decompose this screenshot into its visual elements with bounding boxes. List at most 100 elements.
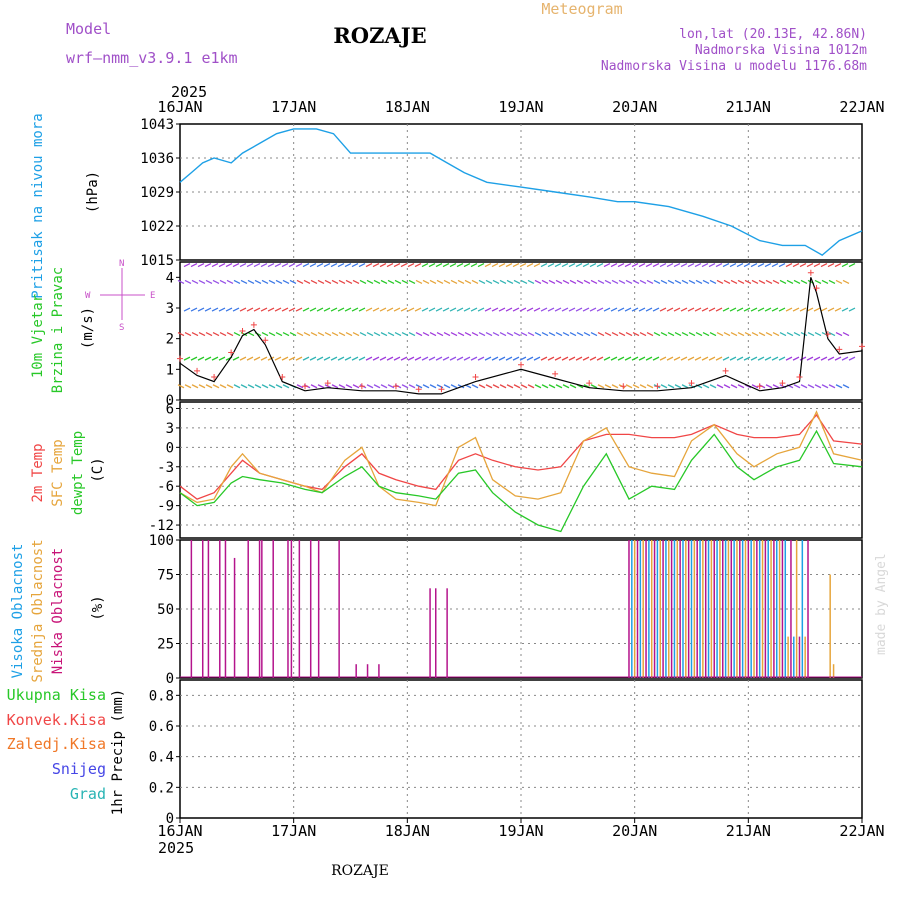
- compass-s: S: [119, 323, 124, 333]
- elevation-text: Nadmorska Visina 1012m: [695, 43, 867, 58]
- wind-arrow: [632, 332, 640, 337]
- wind-arrow: [764, 263, 772, 268]
- wind-arrow: [540, 307, 548, 312]
- x-tick-label-top: 17JAN: [271, 98, 316, 116]
- wind-arrow: [456, 356, 464, 361]
- wind-arrow: [813, 356, 821, 361]
- temp-label-1: 2m Temp: [30, 443, 46, 502]
- wind-arrow: [239, 307, 247, 312]
- wind-arrow: [730, 384, 738, 389]
- wind-arrow: [338, 384, 346, 389]
- y-tick-label-pressure: 1029: [140, 185, 174, 201]
- wind-arrow: [205, 384, 213, 389]
- wind-arrow: [421, 307, 429, 312]
- y-tick-label-precip: 0.2: [149, 780, 174, 796]
- wind-arrow: [820, 356, 828, 361]
- gust-marker: [194, 367, 201, 374]
- wind-arrow: [519, 356, 527, 361]
- wind-arrow: [778, 307, 786, 312]
- wind-arrow: [708, 307, 716, 312]
- wind-arrow: [611, 384, 619, 389]
- wind-arrow: [765, 332, 773, 337]
- wind-arrow: [645, 263, 653, 268]
- wind-arrow: [372, 307, 380, 312]
- wind-arrow: [331, 384, 339, 389]
- wind-arrow: [429, 384, 437, 389]
- wind-arrow: [793, 332, 801, 337]
- cloud-bars: [180, 540, 862, 678]
- wind-arrow: [659, 263, 667, 268]
- wind-arrow: [478, 279, 486, 285]
- wind-arrow: [799, 263, 807, 268]
- wind-arrow: [540, 263, 548, 268]
- wind-arrow: [351, 356, 359, 361]
- wind-arrow: [590, 279, 598, 285]
- wind-arrow: [764, 307, 772, 312]
- wind-arrow: [379, 263, 387, 268]
- station-title: ROZAJE: [333, 23, 426, 48]
- wind-arrow: [520, 279, 528, 285]
- wind-arrow: [407, 307, 415, 312]
- wind-arrow: [820, 263, 828, 268]
- x-tick-label-top: 18JAN: [385, 98, 430, 116]
- gust-marker: [415, 386, 422, 393]
- wind-arrow: [450, 332, 458, 337]
- wind-arrow: [366, 384, 374, 389]
- wind-arrow: [540, 356, 548, 361]
- wind-arrow: [232, 356, 240, 361]
- wind-arrow: [393, 356, 401, 361]
- sfc-temp-line: [179, 410, 863, 507]
- wind-arrow: [800, 384, 808, 389]
- wind-arrow: [247, 384, 255, 389]
- wind-arrow: [639, 384, 647, 389]
- wind-arrow: [443, 332, 451, 337]
- footer-station: ROZAJE: [331, 863, 389, 879]
- y-tick-label-pressure: 1036: [140, 151, 174, 167]
- wind-arrow: [309, 307, 317, 312]
- wind-arrow: [729, 356, 737, 361]
- wind-arrow: [184, 279, 192, 285]
- wind-arrow: [604, 332, 612, 337]
- wind-arrow: [827, 263, 835, 268]
- wind-arrow: [394, 332, 402, 337]
- wind-arrow: [603, 356, 611, 361]
- wind-arrow: [765, 279, 773, 285]
- wind-arrow: [652, 356, 660, 361]
- wind-arrow: [316, 356, 324, 361]
- wind-arrow: [317, 279, 325, 285]
- wind-arrow: [401, 332, 409, 337]
- y-tick-label-temperature: -3: [157, 460, 174, 476]
- wind-arrow: [821, 279, 829, 285]
- wind-arrow: [834, 307, 842, 312]
- wind-arrow: [415, 384, 423, 389]
- gust-marker: [472, 374, 479, 380]
- wind-arrow: [219, 384, 227, 389]
- wind-arrow: [177, 279, 185, 285]
- wind-arrow: [282, 279, 290, 285]
- y-tick-label-temperature: -9: [157, 499, 174, 515]
- wind-arrow: [288, 356, 296, 361]
- wind-arrow: [254, 384, 262, 389]
- wind-arrow: [785, 307, 793, 312]
- wind-arrow: [484, 356, 492, 361]
- wind-arrow: [513, 279, 521, 285]
- wind-arrow: [457, 332, 465, 337]
- wind-arrow: [204, 263, 212, 268]
- wind-arrow: [499, 332, 507, 337]
- wind-arrow: [758, 279, 766, 285]
- wind-arrow: [680, 307, 688, 312]
- x-tick-label-bottom: 22JAN: [839, 822, 884, 840]
- wind-arrow: [282, 384, 290, 389]
- wind-arrow: [519, 307, 527, 312]
- wind-arrow: [345, 384, 353, 389]
- wind-arrow: [561, 307, 569, 312]
- year-bottom: 2025: [158, 839, 194, 857]
- wind-arrow: [337, 263, 345, 268]
- gust-marker: [438, 386, 445, 393]
- pressure-y-axis: 1043 1036 1029 1022 1015: [140, 117, 180, 269]
- wind-arrow: [183, 307, 191, 312]
- wind-arrow: [442, 356, 450, 361]
- wind-arrow: [471, 279, 479, 285]
- wind-arrow: [631, 263, 639, 268]
- lonlat-text: lon,lat (20.13E, 42.86N): [679, 27, 867, 42]
